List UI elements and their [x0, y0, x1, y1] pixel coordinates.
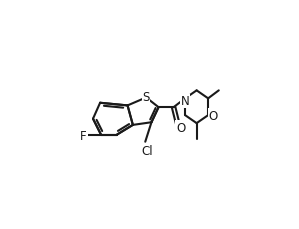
- Text: Cl: Cl: [141, 144, 153, 157]
- Text: S: S: [142, 91, 150, 104]
- Text: N: N: [181, 95, 190, 108]
- Text: O: O: [208, 109, 218, 122]
- Text: F: F: [80, 129, 87, 142]
- Text: O: O: [176, 122, 185, 134]
